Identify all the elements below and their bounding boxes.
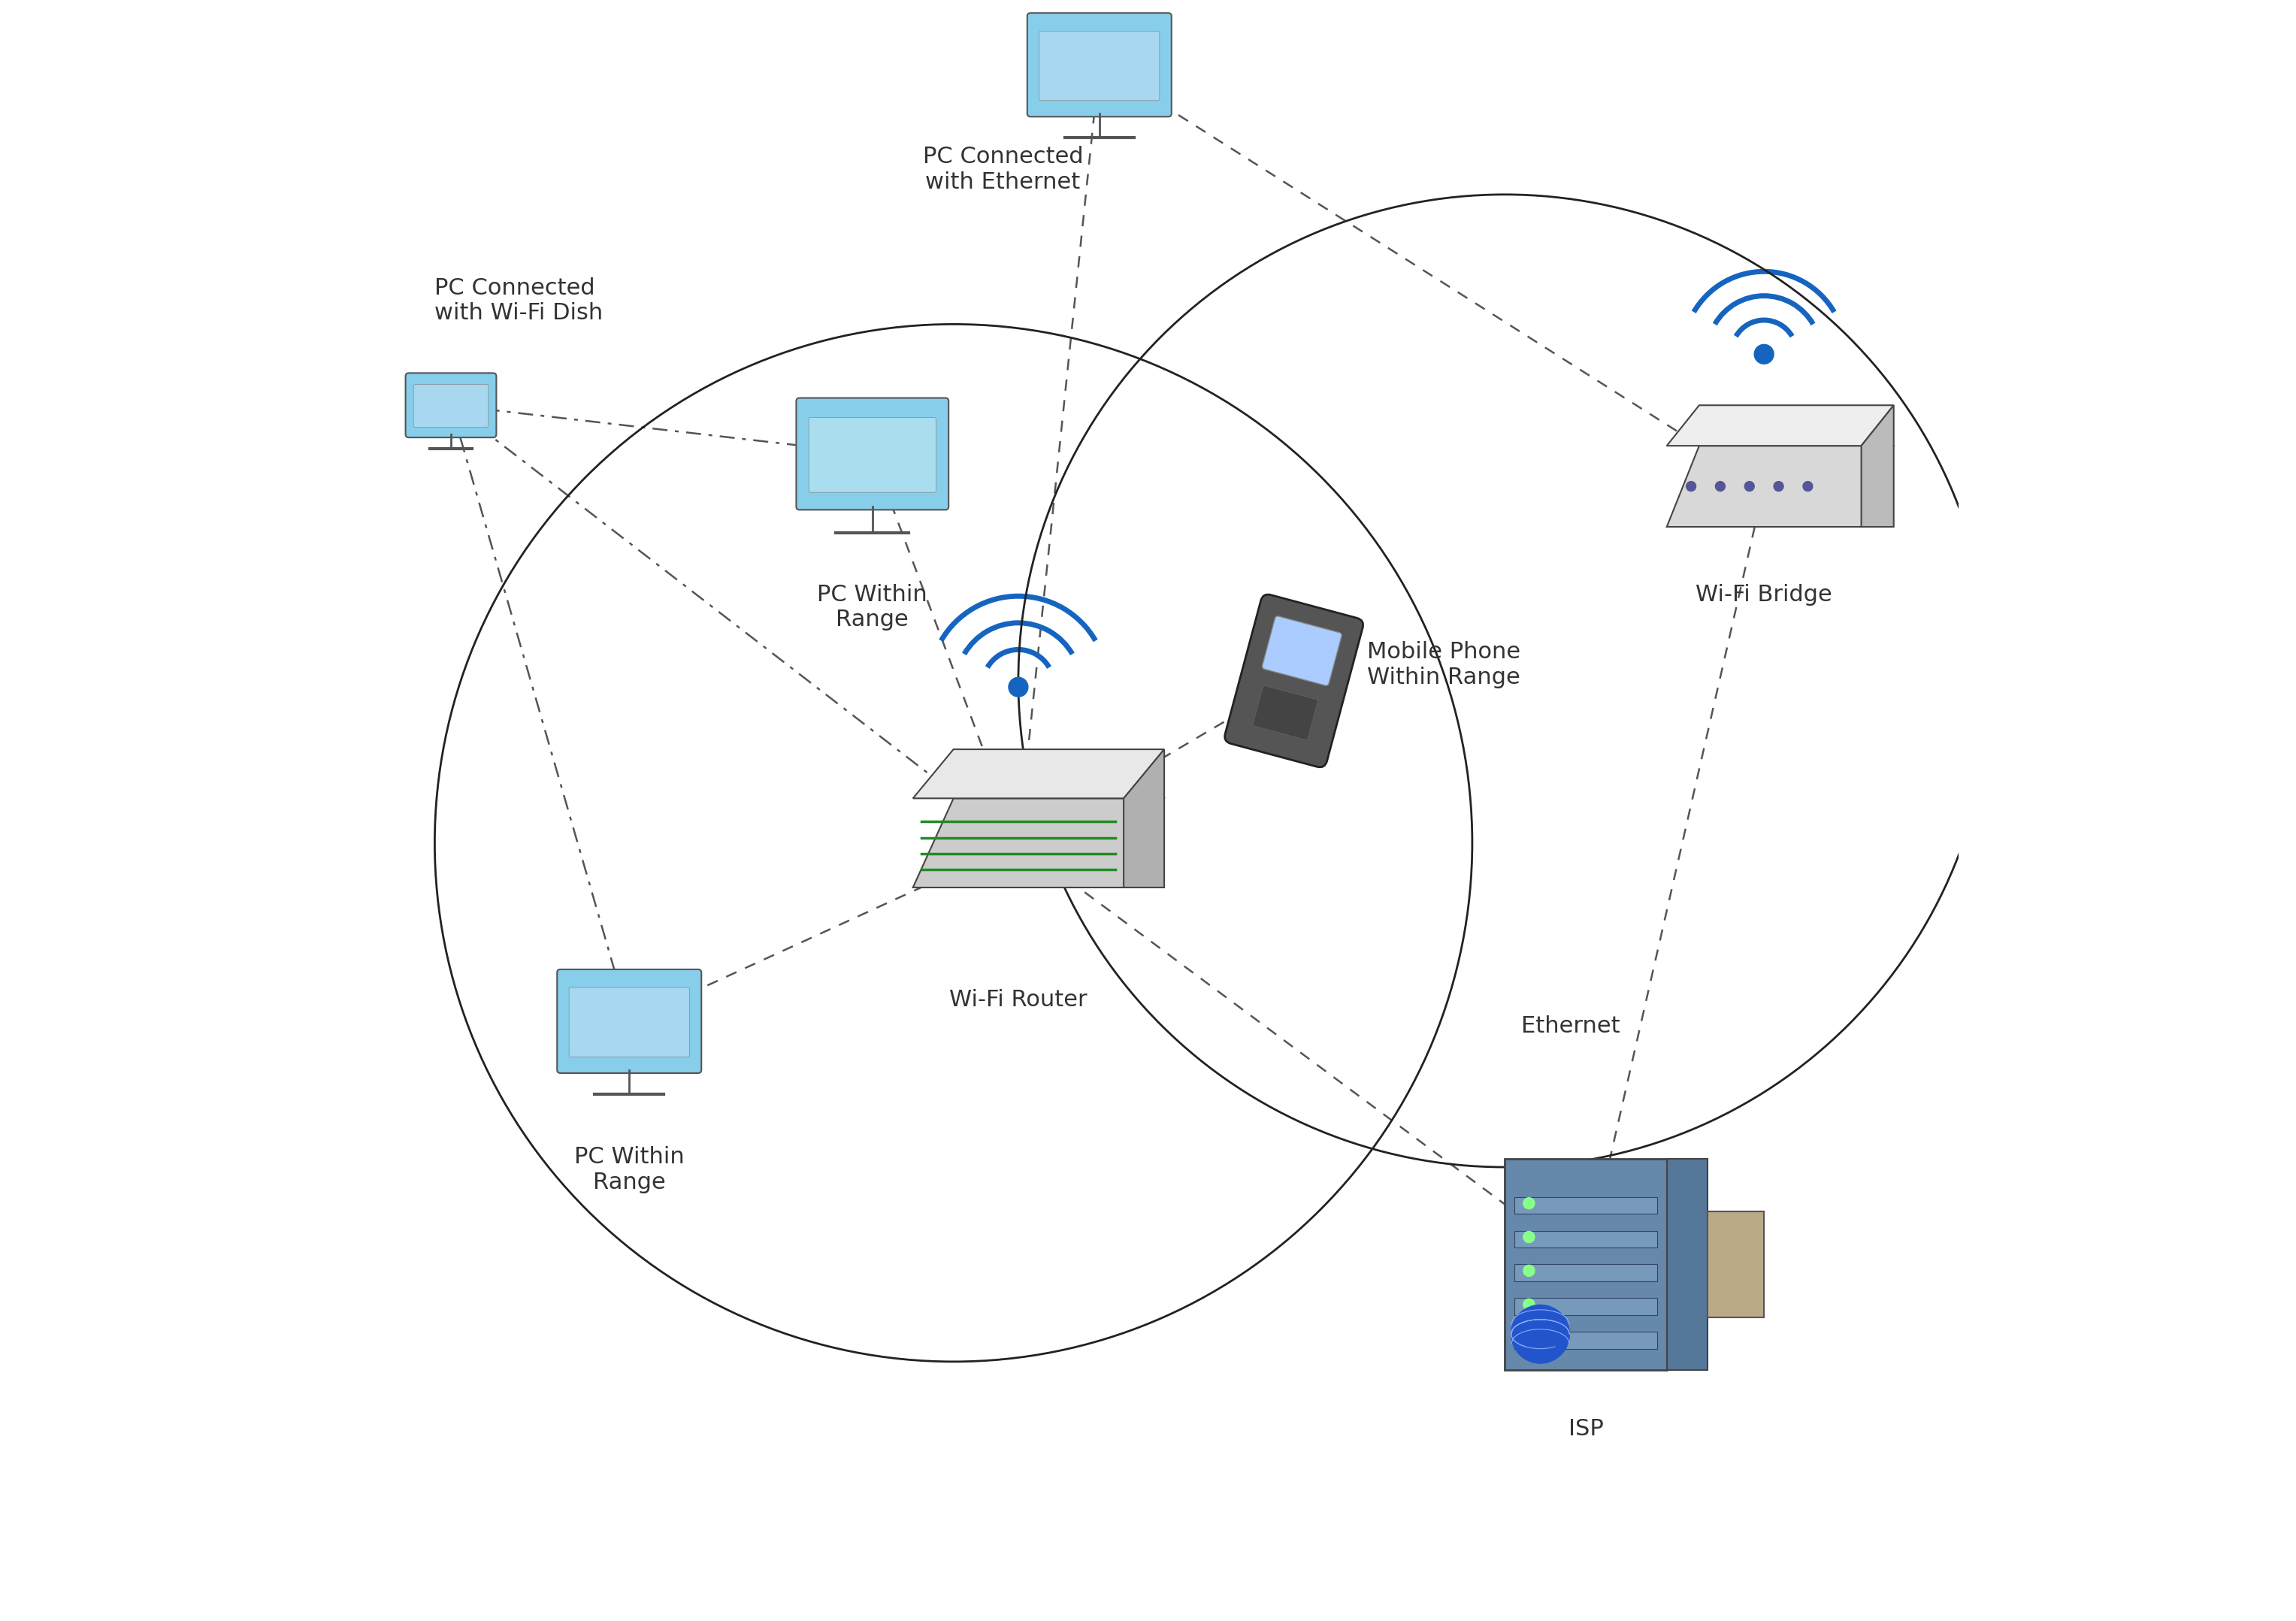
FancyBboxPatch shape: [1254, 686, 1318, 739]
FancyBboxPatch shape: [1515, 1298, 1658, 1315]
Text: ISP: ISP: [1568, 1418, 1603, 1439]
Polygon shape: [914, 749, 1164, 799]
FancyBboxPatch shape: [406, 373, 496, 438]
FancyBboxPatch shape: [1026, 13, 1171, 117]
Circle shape: [1802, 481, 1812, 491]
FancyBboxPatch shape: [1515, 1332, 1658, 1349]
Text: PC Connected
with Wi-Fi Dish: PC Connected with Wi-Fi Dish: [434, 277, 604, 324]
Text: PC Within
Range: PC Within Range: [574, 1146, 684, 1193]
FancyBboxPatch shape: [1708, 1213, 1763, 1316]
Polygon shape: [1123, 749, 1164, 888]
FancyBboxPatch shape: [797, 399, 948, 511]
FancyBboxPatch shape: [1504, 1159, 1667, 1370]
Circle shape: [1522, 1332, 1534, 1344]
FancyBboxPatch shape: [1515, 1196, 1658, 1214]
Text: PC Connected
with Ethernet: PC Connected with Ethernet: [923, 146, 1084, 193]
Polygon shape: [1667, 446, 1894, 527]
FancyBboxPatch shape: [808, 418, 937, 493]
Circle shape: [1745, 481, 1754, 491]
Circle shape: [1522, 1232, 1534, 1243]
Circle shape: [1008, 678, 1029, 697]
Polygon shape: [1667, 1159, 1708, 1370]
Polygon shape: [1862, 405, 1894, 527]
Polygon shape: [1667, 405, 1894, 446]
Circle shape: [1522, 1264, 1534, 1276]
FancyBboxPatch shape: [1040, 31, 1159, 101]
Circle shape: [1522, 1198, 1534, 1209]
Text: Mobile Phone
Within Range: Mobile Phone Within Range: [1366, 640, 1520, 689]
Circle shape: [1511, 1305, 1570, 1363]
FancyBboxPatch shape: [1224, 595, 1364, 767]
Circle shape: [1715, 481, 1724, 491]
Text: PC Within
Range: PC Within Range: [817, 584, 928, 631]
FancyBboxPatch shape: [1515, 1264, 1658, 1281]
FancyBboxPatch shape: [1515, 1230, 1658, 1248]
FancyBboxPatch shape: [558, 969, 700, 1073]
FancyBboxPatch shape: [569, 987, 689, 1057]
FancyBboxPatch shape: [413, 384, 489, 428]
Text: Wi-Fi Bridge: Wi-Fi Bridge: [1697, 584, 1832, 605]
Polygon shape: [914, 799, 1164, 888]
FancyBboxPatch shape: [1263, 616, 1341, 686]
Text: Ethernet: Ethernet: [1520, 1016, 1619, 1037]
Circle shape: [1775, 481, 1784, 491]
Circle shape: [1754, 345, 1775, 365]
Text: Wi-Fi Router: Wi-Fi Router: [948, 989, 1088, 1010]
Circle shape: [1522, 1298, 1534, 1310]
Circle shape: [1685, 481, 1697, 491]
